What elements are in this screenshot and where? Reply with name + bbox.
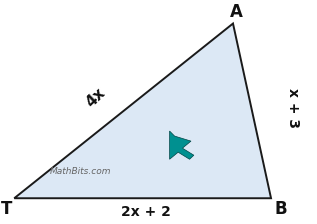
Text: T: T <box>1 200 13 218</box>
Text: 4x: 4x <box>82 85 108 110</box>
Polygon shape <box>14 24 271 198</box>
Text: B: B <box>274 200 287 218</box>
Polygon shape <box>170 131 194 159</box>
Text: 2x + 2: 2x + 2 <box>121 205 171 219</box>
Text: MathBits.com: MathBits.com <box>50 167 112 176</box>
Text: x + 3: x + 3 <box>286 88 300 127</box>
Text: A: A <box>230 3 243 21</box>
